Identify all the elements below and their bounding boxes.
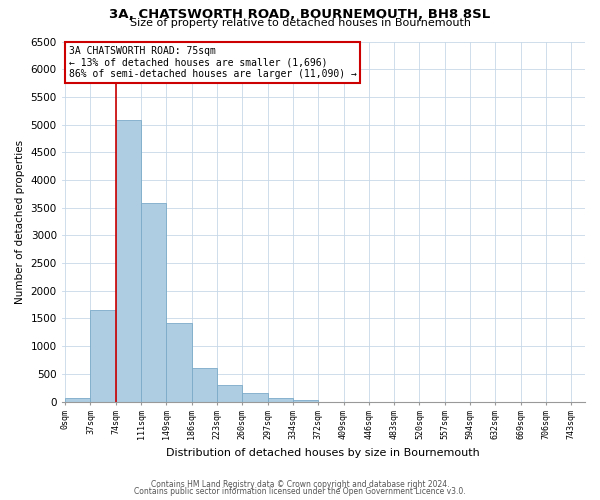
Text: Size of property relative to detached houses in Bournemouth: Size of property relative to detached ho… (130, 18, 470, 28)
Text: Contains public sector information licensed under the Open Government Licence v3: Contains public sector information licen… (134, 487, 466, 496)
Bar (293, 400, 318, 402)
Bar (268, 398, 293, 402)
Bar (116, 120, 141, 402)
Bar (65, 398, 91, 402)
Y-axis label: Number of detached properties: Number of detached properties (15, 140, 25, 304)
X-axis label: Distribution of detached houses by size in Bournemouth: Distribution of detached houses by size … (166, 448, 480, 458)
Bar (242, 393, 268, 402)
Bar (191, 368, 217, 402)
Bar (217, 384, 242, 402)
Text: 3A, CHATSWORTH ROAD, BOURNEMOUTH, BH8 8SL: 3A, CHATSWORTH ROAD, BOURNEMOUTH, BH8 8S… (109, 8, 491, 20)
Bar (166, 323, 191, 402)
Text: 3A CHATSWORTH ROAD: 75sqm
← 13% of detached houses are smaller (1,696)
86% of se: 3A CHATSWORTH ROAD: 75sqm ← 13% of detac… (68, 46, 356, 79)
Text: Contains HM Land Registry data © Crown copyright and database right 2024.: Contains HM Land Registry data © Crown c… (151, 480, 449, 489)
Bar (91, 310, 116, 402)
Bar (141, 203, 166, 402)
